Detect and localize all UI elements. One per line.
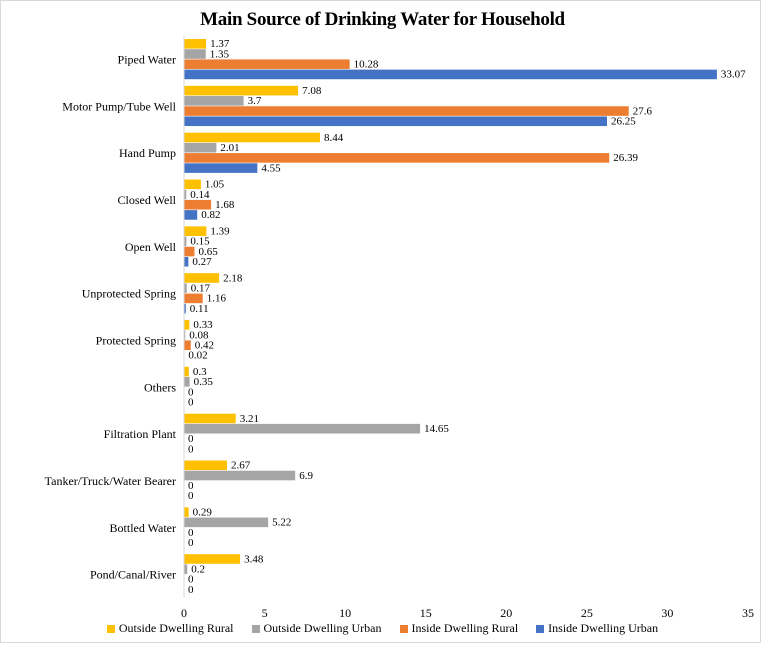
legend-label: Inside Dwelling Urban [548, 621, 658, 636]
data-label: 1.39 [210, 225, 230, 237]
data-label: 2.18 [223, 272, 243, 284]
x-tick-label: 15 [420, 606, 432, 620]
legend-swatch [400, 625, 408, 633]
bar [184, 518, 268, 528]
bar [184, 143, 216, 153]
category-label: Others [144, 380, 176, 394]
data-label: 7.08 [302, 85, 322, 97]
category-label: Tanker/Truck/Water Bearer [45, 474, 176, 488]
data-label: 33.07 [721, 69, 746, 81]
bar [184, 59, 350, 69]
legend-item: Outside Dwelling Urban [252, 621, 382, 636]
legend-label: Outside Dwelling Urban [264, 621, 382, 636]
legend-swatch [252, 625, 260, 633]
legend-swatch [107, 625, 115, 633]
bar [184, 471, 295, 481]
data-label: 0 [188, 397, 194, 409]
bar [184, 414, 236, 424]
category-label: Closed Well [118, 193, 177, 207]
bar [184, 96, 244, 106]
category-label: Pond/Canal/River [90, 568, 176, 582]
legend-item: Inside Dwelling Rural [400, 621, 519, 636]
data-label: 0 [188, 490, 194, 502]
data-label: 6.9 [299, 470, 313, 482]
data-label: 26.39 [613, 152, 638, 164]
data-label: 0 [188, 537, 194, 549]
bar [184, 294, 203, 304]
legend-label: Outside Dwelling Rural [119, 621, 234, 636]
x-tick-label: 0 [181, 606, 187, 620]
bar [184, 320, 189, 330]
legend-swatch [536, 625, 544, 633]
category-label: Bottled Water [110, 521, 176, 535]
bar [184, 70, 717, 80]
x-tick-label: 25 [581, 606, 593, 620]
data-label: 0.35 [194, 376, 214, 388]
bar [184, 116, 607, 126]
category-label: Unprotected Spring [82, 287, 176, 301]
bar [184, 163, 257, 173]
data-label: 3.48 [244, 553, 264, 565]
bar [184, 39, 206, 49]
bar [184, 257, 188, 267]
bar [184, 210, 197, 220]
legend-item: Inside Dwelling Urban [536, 621, 658, 636]
x-tick-label: 35 [742, 606, 754, 620]
bar [184, 377, 190, 387]
bar [184, 153, 609, 163]
category-label: Hand Pump [119, 146, 176, 160]
data-label: 14.65 [424, 423, 449, 435]
bar [184, 106, 629, 116]
bar [184, 461, 227, 471]
category-label: Motor Pump/Tube Well [62, 99, 176, 113]
bar [184, 49, 206, 59]
bar [184, 86, 298, 96]
bar [184, 367, 189, 377]
data-label: 0.11 [190, 303, 209, 315]
category-label: Protected Spring [96, 333, 176, 347]
bar [184, 180, 201, 190]
data-label: 2.67 [231, 460, 251, 472]
category-label: Open Well [125, 240, 177, 254]
data-label: 0.82 [201, 209, 220, 221]
data-label: 3.7 [248, 95, 262, 107]
data-label: 8.44 [324, 132, 344, 144]
x-tick-label: 5 [262, 606, 268, 620]
x-tick-label: 20 [500, 606, 512, 620]
data-label: 0.27 [192, 256, 212, 268]
data-label: 1.35 [210, 48, 230, 60]
data-label: 5.22 [272, 517, 291, 529]
bar [184, 226, 206, 236]
bar [184, 247, 194, 257]
data-label: 26.25 [611, 116, 636, 128]
data-label: 4.55 [261, 162, 281, 174]
category-label: Filtration Plant [104, 427, 177, 441]
bar [184, 200, 211, 210]
data-label: 0 [188, 443, 194, 455]
data-label: 0.29 [193, 506, 213, 518]
bar [184, 554, 240, 564]
bar [184, 133, 320, 143]
bar [184, 340, 191, 350]
bar [184, 273, 219, 283]
x-tick-label: 30 [661, 606, 673, 620]
data-label: 0.14 [190, 189, 210, 201]
legend-label: Inside Dwelling Rural [412, 621, 519, 636]
bar [184, 424, 420, 434]
legend-item: Outside Dwelling Rural [107, 621, 234, 636]
data-label: 2.01 [220, 142, 239, 154]
data-label: 0 [188, 584, 194, 596]
legend: Outside Dwelling Rural Outside Dwelling U… [1, 621, 763, 636]
data-label: 1.16 [207, 293, 227, 305]
data-label: 0.02 [188, 350, 207, 362]
bar [184, 507, 189, 517]
data-label: 10.28 [354, 59, 379, 71]
x-tick-label: 10 [339, 606, 351, 620]
data-label: 3.21 [240, 413, 259, 425]
category-label: Piped Water [118, 52, 176, 66]
